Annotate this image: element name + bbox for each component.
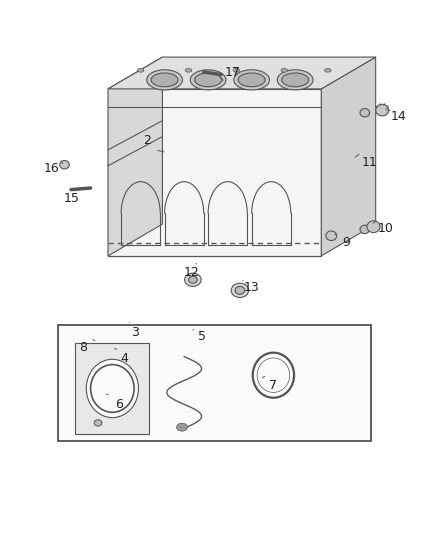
Ellipse shape: [188, 276, 197, 283]
Bar: [58, 325, 371, 441]
Text: 16: 16: [43, 162, 59, 175]
Text: 3: 3: [131, 326, 139, 340]
Ellipse shape: [235, 286, 245, 294]
Ellipse shape: [325, 68, 331, 72]
Text: 2: 2: [143, 134, 151, 147]
Text: 6: 6: [115, 398, 123, 411]
Text: 14: 14: [390, 110, 406, 123]
Ellipse shape: [360, 109, 370, 117]
Ellipse shape: [376, 104, 389, 116]
Ellipse shape: [185, 273, 201, 286]
Ellipse shape: [177, 423, 187, 431]
Ellipse shape: [194, 73, 222, 87]
Text: 7: 7: [268, 379, 276, 392]
Polygon shape: [75, 343, 149, 433]
Ellipse shape: [60, 160, 69, 169]
Polygon shape: [108, 57, 162, 256]
Text: 5: 5: [198, 330, 206, 343]
Polygon shape: [108, 57, 376, 89]
Text: 9: 9: [343, 236, 350, 249]
Ellipse shape: [326, 231, 337, 240]
Text: 12: 12: [184, 266, 199, 279]
Ellipse shape: [190, 70, 226, 90]
Polygon shape: [321, 57, 376, 256]
Ellipse shape: [151, 73, 178, 87]
Text: 4: 4: [120, 352, 128, 365]
Ellipse shape: [86, 359, 138, 418]
Ellipse shape: [233, 68, 240, 72]
Ellipse shape: [94, 419, 102, 426]
Ellipse shape: [185, 68, 192, 72]
Ellipse shape: [238, 73, 265, 87]
Ellipse shape: [367, 221, 380, 232]
Ellipse shape: [147, 70, 183, 90]
Ellipse shape: [231, 283, 249, 297]
Text: 8: 8: [79, 341, 87, 354]
Text: 15: 15: [64, 192, 80, 205]
Ellipse shape: [360, 225, 370, 233]
Polygon shape: [108, 89, 321, 256]
Text: 13: 13: [244, 281, 260, 294]
Ellipse shape: [138, 68, 144, 72]
Text: 17: 17: [225, 67, 241, 79]
Text: 11: 11: [361, 156, 377, 168]
Ellipse shape: [281, 68, 288, 72]
Ellipse shape: [282, 73, 309, 87]
Ellipse shape: [234, 70, 269, 90]
Ellipse shape: [277, 70, 313, 90]
Text: 10: 10: [378, 222, 394, 235]
